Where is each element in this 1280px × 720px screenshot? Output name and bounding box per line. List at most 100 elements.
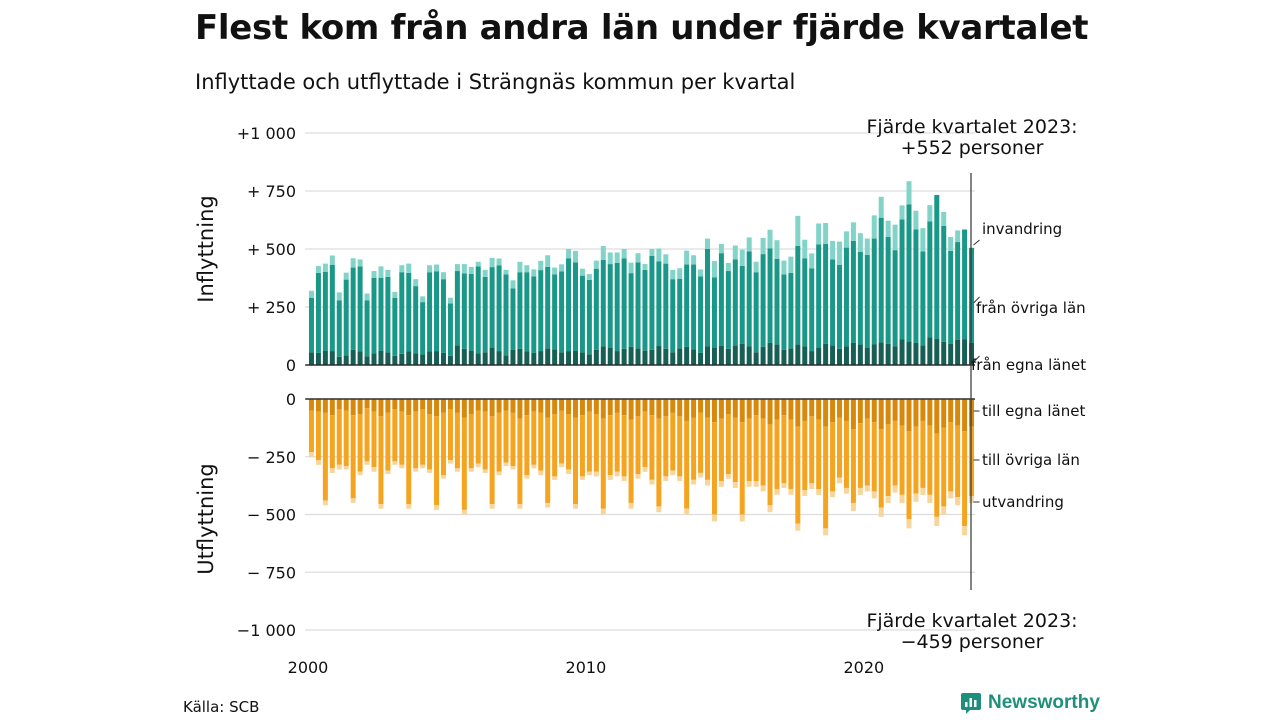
bar-in-invandring: [885, 220, 891, 237]
bar-in-invandring: [698, 269, 704, 277]
bar-out-till-övriga-län: [878, 429, 884, 508]
bar-out-utvandring: [850, 502, 856, 512]
bar-in-invandring: [725, 262, 731, 272]
bar-out-utvandring: [809, 483, 815, 490]
bar-out-till-egna-länet: [559, 399, 565, 411]
bar-in-från-övriga-län: [593, 268, 599, 350]
bar-in-från-egna-länet: [406, 351, 412, 365]
bar-out-utvandring: [531, 464, 537, 469]
bar-in-från-övriga-län: [843, 247, 849, 347]
bar-in-invandring: [621, 249, 627, 259]
bar-out-till-egna-länet: [517, 399, 523, 419]
annotation-in-label: Fjärde kvartalet 2023:: [866, 116, 1077, 138]
bar-in-invandring: [913, 210, 919, 230]
bar-out-utvandring: [774, 489, 780, 495]
bar-in-invandring: [503, 269, 509, 275]
bar-out-till-övriga-län: [677, 416, 683, 477]
bar-out-utvandring: [955, 497, 961, 506]
bar-out-utvandring: [482, 469, 488, 473]
bar-in-från-egna-länet: [427, 351, 433, 365]
bar-out-till-övriga-län: [885, 424, 891, 497]
bar-out-till-övriga-län: [906, 431, 912, 520]
bar-in-från-egna-länet: [399, 353, 405, 365]
bar-in-från-övriga-län: [434, 271, 440, 352]
bar-out-till-egna-länet: [322, 399, 328, 413]
bar-out-till-övriga-län: [586, 411, 592, 472]
bar-out-till-övriga-län: [684, 420, 690, 509]
bar-in-invandring: [718, 243, 724, 254]
bar-in-från-egna-länet: [322, 350, 328, 365]
bar-in-från-övriga-län: [350, 267, 356, 350]
bar-out-till-egna-länet: [434, 399, 440, 417]
bar-out-till-egna-länet: [871, 399, 877, 423]
bar-out-utvandring: [635, 474, 641, 479]
bar-in-från-egna-länet: [920, 345, 926, 365]
bar-in-från-övriga-län: [468, 273, 474, 351]
bar-out-till-övriga-län: [718, 418, 724, 481]
bar-in-från-övriga-län: [524, 272, 530, 352]
bar-in-från-egna-länet: [413, 353, 419, 365]
bar-in-invandring: [406, 263, 412, 273]
bar-out-till-egna-länet: [677, 399, 683, 417]
bar-out-till-egna-länet: [788, 399, 794, 420]
bar-in-från-övriga-län: [725, 271, 731, 349]
bar-in-invandring: [329, 255, 335, 265]
bar-in-från-egna-länet: [927, 337, 933, 365]
bar-in-invandring: [732, 245, 738, 260]
bar-out-utvandring: [642, 467, 648, 472]
bar-in-från-egna-länet: [566, 351, 572, 365]
bar-in-invandring: [572, 250, 578, 263]
bar-in-invandring: [308, 290, 314, 298]
legend-leader: [973, 355, 980, 363]
bar-out-utvandring: [572, 504, 578, 509]
bar-in-från-egna-länet: [329, 351, 335, 365]
bar-out-till-egna-länet: [760, 399, 766, 419]
bar-in-från-övriga-län: [566, 258, 572, 352]
bar-in-från-egna-länet: [607, 347, 613, 365]
bar-in-från-övriga-län: [656, 261, 662, 346]
bar-out-till-övriga-län: [628, 419, 634, 503]
bar-in-från-egna-länet: [524, 351, 530, 365]
bar-out-till-övriga-län: [329, 415, 335, 469]
bar-in-invandring: [545, 255, 551, 267]
bar-out-till-övriga-län: [461, 417, 467, 510]
bar-in-från-övriga-län: [705, 249, 710, 347]
bar-in-från-övriga-län: [663, 263, 669, 349]
bar-in-från-egna-länet: [336, 356, 342, 365]
bar-in-invandring: [475, 261, 481, 267]
bar-out-till-övriga-län: [934, 433, 940, 517]
bar-in-invandring: [788, 256, 794, 273]
bar-in-invandring: [760, 237, 766, 255]
bar-in-invandring: [440, 272, 446, 280]
bar-in-från-övriga-län: [850, 240, 856, 343]
bar-out-till-övriga-län: [774, 419, 780, 490]
bar-out-till-övriga-län: [948, 422, 954, 492]
bar-in-från-egna-länet: [885, 343, 891, 365]
bar-out-till-egna-länet: [857, 399, 863, 424]
bar-in-från-egna-länet: [725, 348, 731, 365]
bar-out-till-egna-länet: [607, 399, 613, 416]
bar-in-från-övriga-län: [809, 268, 815, 352]
bar-in-från-övriga-län: [718, 253, 724, 346]
bar-out-till-övriga-län: [413, 411, 419, 469]
bar-out-till-egna-länet: [531, 399, 537, 412]
bar-out-till-övriga-län: [406, 415, 412, 505]
bar-out-till-egna-länet: [475, 399, 481, 411]
bar-out-utvandring: [586, 471, 592, 476]
bar-out-utvandring: [677, 476, 683, 481]
bar-out-till-övriga-län: [621, 415, 627, 477]
bar-out-utvandring: [510, 465, 516, 470]
bar-in-från-egna-länet: [691, 349, 697, 365]
bar-in-från-egna-länet: [496, 351, 502, 365]
chart-title: Flest kom från andra län under fjärde kv…: [195, 8, 1089, 48]
bar-out-till-övriga-län: [566, 414, 572, 470]
bar-out-till-övriga-län: [962, 431, 968, 527]
bar-in-invandring: [871, 215, 877, 239]
bar-in-invandring: [711, 261, 717, 278]
brand-name: Newsworthy: [988, 692, 1100, 713]
newsworthy-logo-icon: [961, 693, 981, 714]
bar-in-invandring: [614, 252, 620, 263]
y-tick-label: 0: [286, 356, 296, 375]
bar-out-till-egna-länet: [329, 399, 335, 416]
bar-in-från-övriga-län: [941, 225, 947, 342]
